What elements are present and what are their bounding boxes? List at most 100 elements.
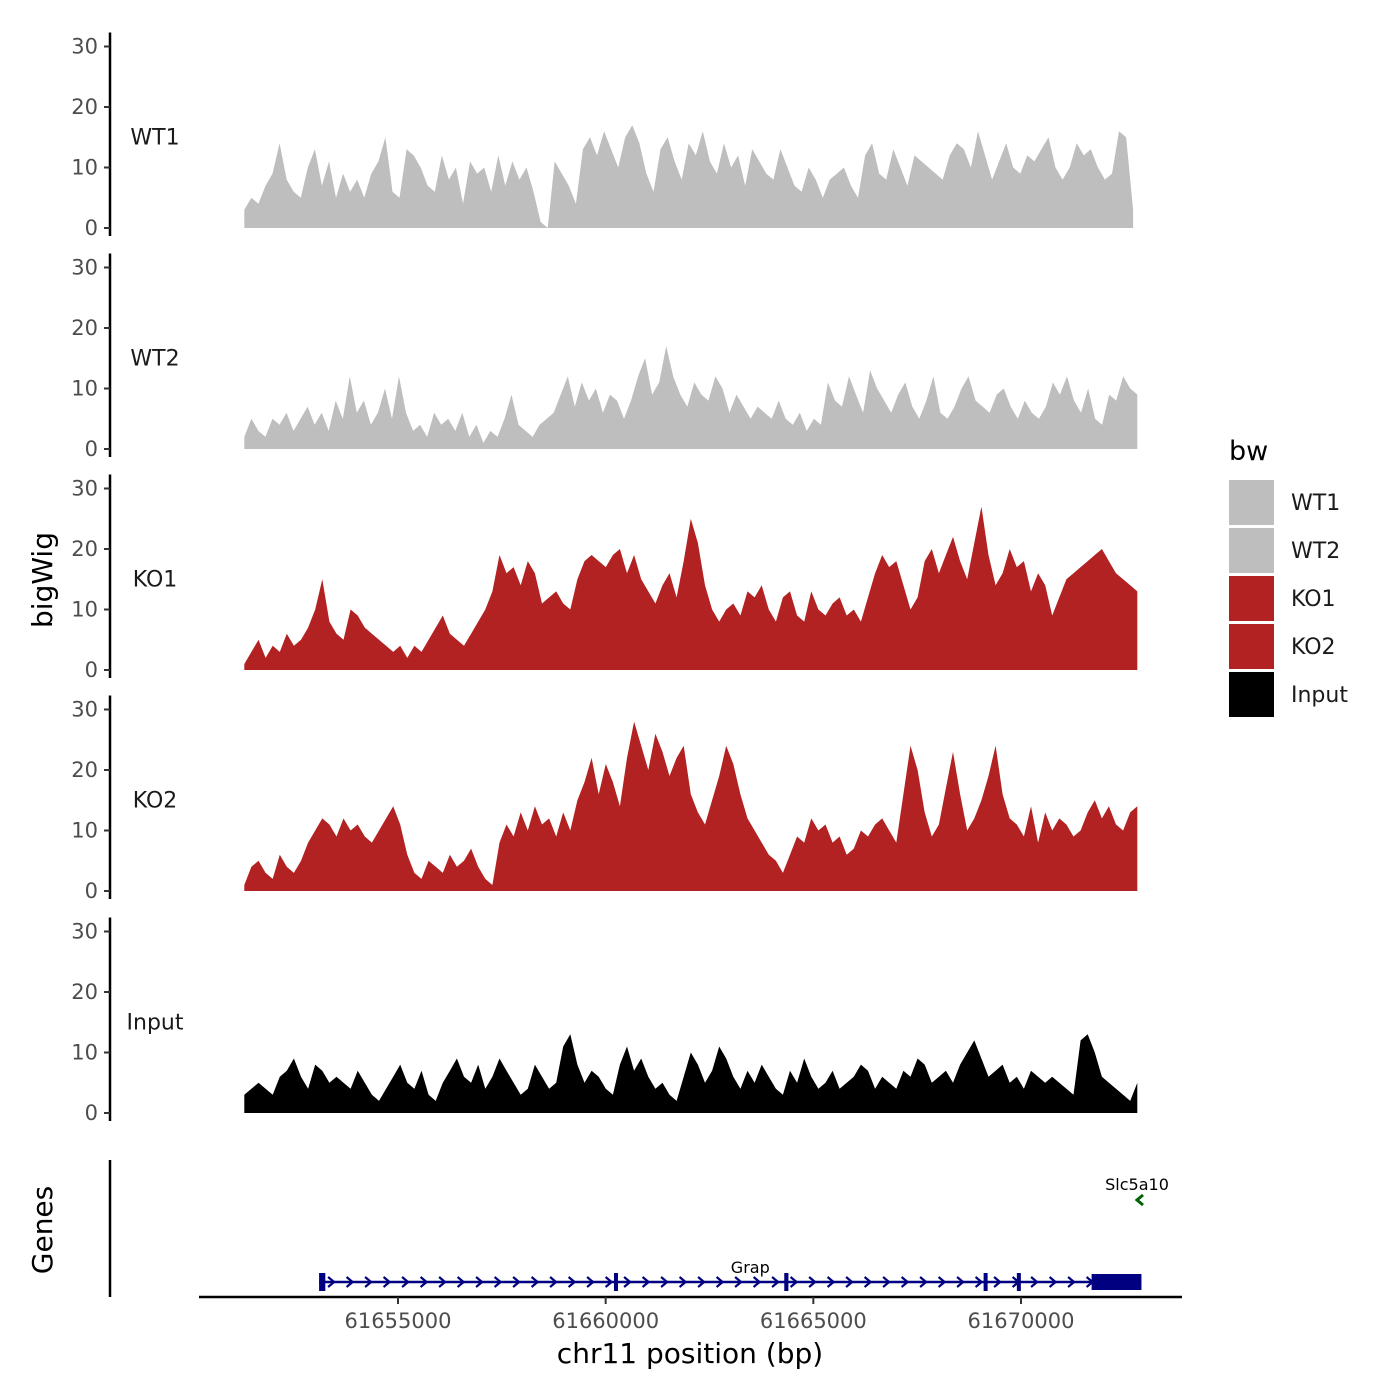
strand-arrow: [660, 1276, 669, 1288]
strand-arrow: [401, 1276, 410, 1288]
y-tick-label: 0: [85, 1101, 98, 1125]
legend: bw WT1 WT2 KO1 KO2 Input: [1229, 436, 1348, 717]
strand-arrow: [456, 1276, 466, 1288]
x-tick-label: 61660000: [552, 1309, 659, 1333]
strand-arrow: [604, 1276, 614, 1288]
track-wt1: 0 10 20 30 WT1: [71, 32, 1134, 240]
track-ko1: 0 10 20 30 KO1: [71, 474, 1138, 682]
y-axis-title: bigWig: [26, 532, 59, 628]
gene-label: Slc5a10: [1105, 1175, 1169, 1194]
exon: [319, 1273, 326, 1291]
y-tick-label: 20: [71, 758, 98, 782]
y-tick-label: 10: [71, 819, 98, 843]
strand-arrow: [493, 1276, 503, 1288]
legend-swatch: [1229, 672, 1274, 717]
track-wt2: 0 10 20 30 WT2: [71, 253, 1138, 461]
legend-label: WT1: [1291, 491, 1340, 516]
strand-arrow: [530, 1276, 540, 1288]
legend-swatch: [1229, 576, 1274, 621]
x-axis-title: chr11 position (bp): [557, 1337, 823, 1370]
y-tick-label: 10: [71, 156, 98, 180]
strand-arrow: [808, 1276, 817, 1288]
legend-label: KO2: [1291, 635, 1336, 660]
legend-title: bw: [1229, 436, 1268, 467]
legend-label: KO1: [1291, 587, 1336, 612]
gene-grap: Grap: [319, 1258, 1142, 1291]
x-tick-label: 61665000: [760, 1309, 867, 1333]
legend-swatch: [1229, 528, 1274, 573]
track-label: KO2: [133, 788, 178, 813]
y-tick-label: 30: [71, 698, 98, 722]
strand-arrow: [752, 1276, 762, 1288]
y-tick-label: 30: [71, 35, 98, 59]
strand-arrow: [1030, 1276, 1039, 1288]
track-input: 0 10 20 30 Input: [71, 917, 1138, 1125]
y-tick-label: 0: [85, 216, 98, 240]
strand-arrow: [364, 1276, 373, 1288]
strand-arrow: [974, 1276, 984, 1288]
gene-slc5a10: Slc5a10: [1105, 1175, 1169, 1207]
x-tick-label: 61655000: [345, 1309, 452, 1333]
y-tick-label: 0: [85, 879, 98, 903]
strand-arrow: [512, 1276, 521, 1288]
strand-arrow: [956, 1276, 965, 1288]
strand-arrow: [919, 1276, 928, 1288]
strand-arrow: [438, 1276, 447, 1288]
strand-arrow: [678, 1276, 688, 1288]
x-axis: 61655000 61660000 61665000 61670000: [199, 1295, 1182, 1333]
y-tick-label: 0: [85, 437, 98, 461]
y-tick-label: 20: [71, 95, 98, 119]
strand-arrow: [826, 1276, 836, 1288]
tracks-layer: 0 10 20 30 WT1 0 10 20 30 WT2 0 10 20 30 KO1 0 10 20 30 KO2…: [71, 32, 1138, 1125]
exon: [784, 1273, 789, 1291]
strand-arrow: [863, 1276, 873, 1288]
strand-arrow: [697, 1276, 706, 1288]
y-tick-label: 30: [71, 256, 98, 280]
strand-arrow: [549, 1276, 558, 1288]
strand-arrow: [586, 1276, 595, 1288]
exon: [983, 1273, 988, 1291]
strand-arrow: [419, 1276, 429, 1288]
legend-swatch: [1229, 624, 1274, 669]
y-tick-label: 10: [71, 598, 98, 622]
strand-arrow: [1134, 1193, 1144, 1207]
signal-area-input: [244, 1034, 1138, 1113]
x-tick-label: 61670000: [968, 1309, 1075, 1333]
exon: [613, 1273, 618, 1291]
strand-arrow: [327, 1276, 336, 1288]
strand-arrow: [900, 1276, 910, 1288]
signal-area-wt1: [244, 125, 1134, 228]
strand-arrow: [382, 1276, 392, 1288]
y-tick-label: 10: [71, 1041, 98, 1065]
strand-arrow: [1048, 1276, 1058, 1288]
track-label: Input: [127, 1010, 184, 1035]
y-tick-label: 30: [71, 477, 98, 501]
genes-axis-title: Genes: [26, 1186, 59, 1274]
strand-arrow: [882, 1276, 891, 1288]
y-tick-label: 20: [71, 316, 98, 340]
strand-arrow: [789, 1276, 799, 1288]
strand-arrow: [845, 1276, 854, 1288]
strand-arrow: [734, 1276, 743, 1288]
strand-arrow: [641, 1276, 651, 1288]
legend-label: Input: [1291, 683, 1348, 708]
track-label: WT1: [130, 125, 179, 150]
genes-layer: Grap Slc5a10: [108, 1160, 1169, 1297]
strand-arrow: [715, 1276, 725, 1288]
strand-arrow: [771, 1276, 780, 1288]
y-tick-label: 10: [71, 377, 98, 401]
strand-arrow: [623, 1276, 632, 1288]
signal-area-wt2: [244, 346, 1138, 449]
signal-area-ko1: [244, 506, 1138, 670]
strand-arrow: [345, 1276, 355, 1288]
track-label: WT2: [130, 346, 179, 371]
track-label: KO1: [133, 567, 178, 592]
legend-swatch: [1229, 480, 1274, 525]
strand-arrow: [993, 1276, 1002, 1288]
strand-arrow: [567, 1276, 577, 1288]
strand-arrow: [937, 1276, 947, 1288]
exon: [1091, 1274, 1142, 1290]
track-ko2: 0 10 20 30 KO2: [71, 695, 1138, 903]
strand-arrow: [475, 1276, 484, 1288]
